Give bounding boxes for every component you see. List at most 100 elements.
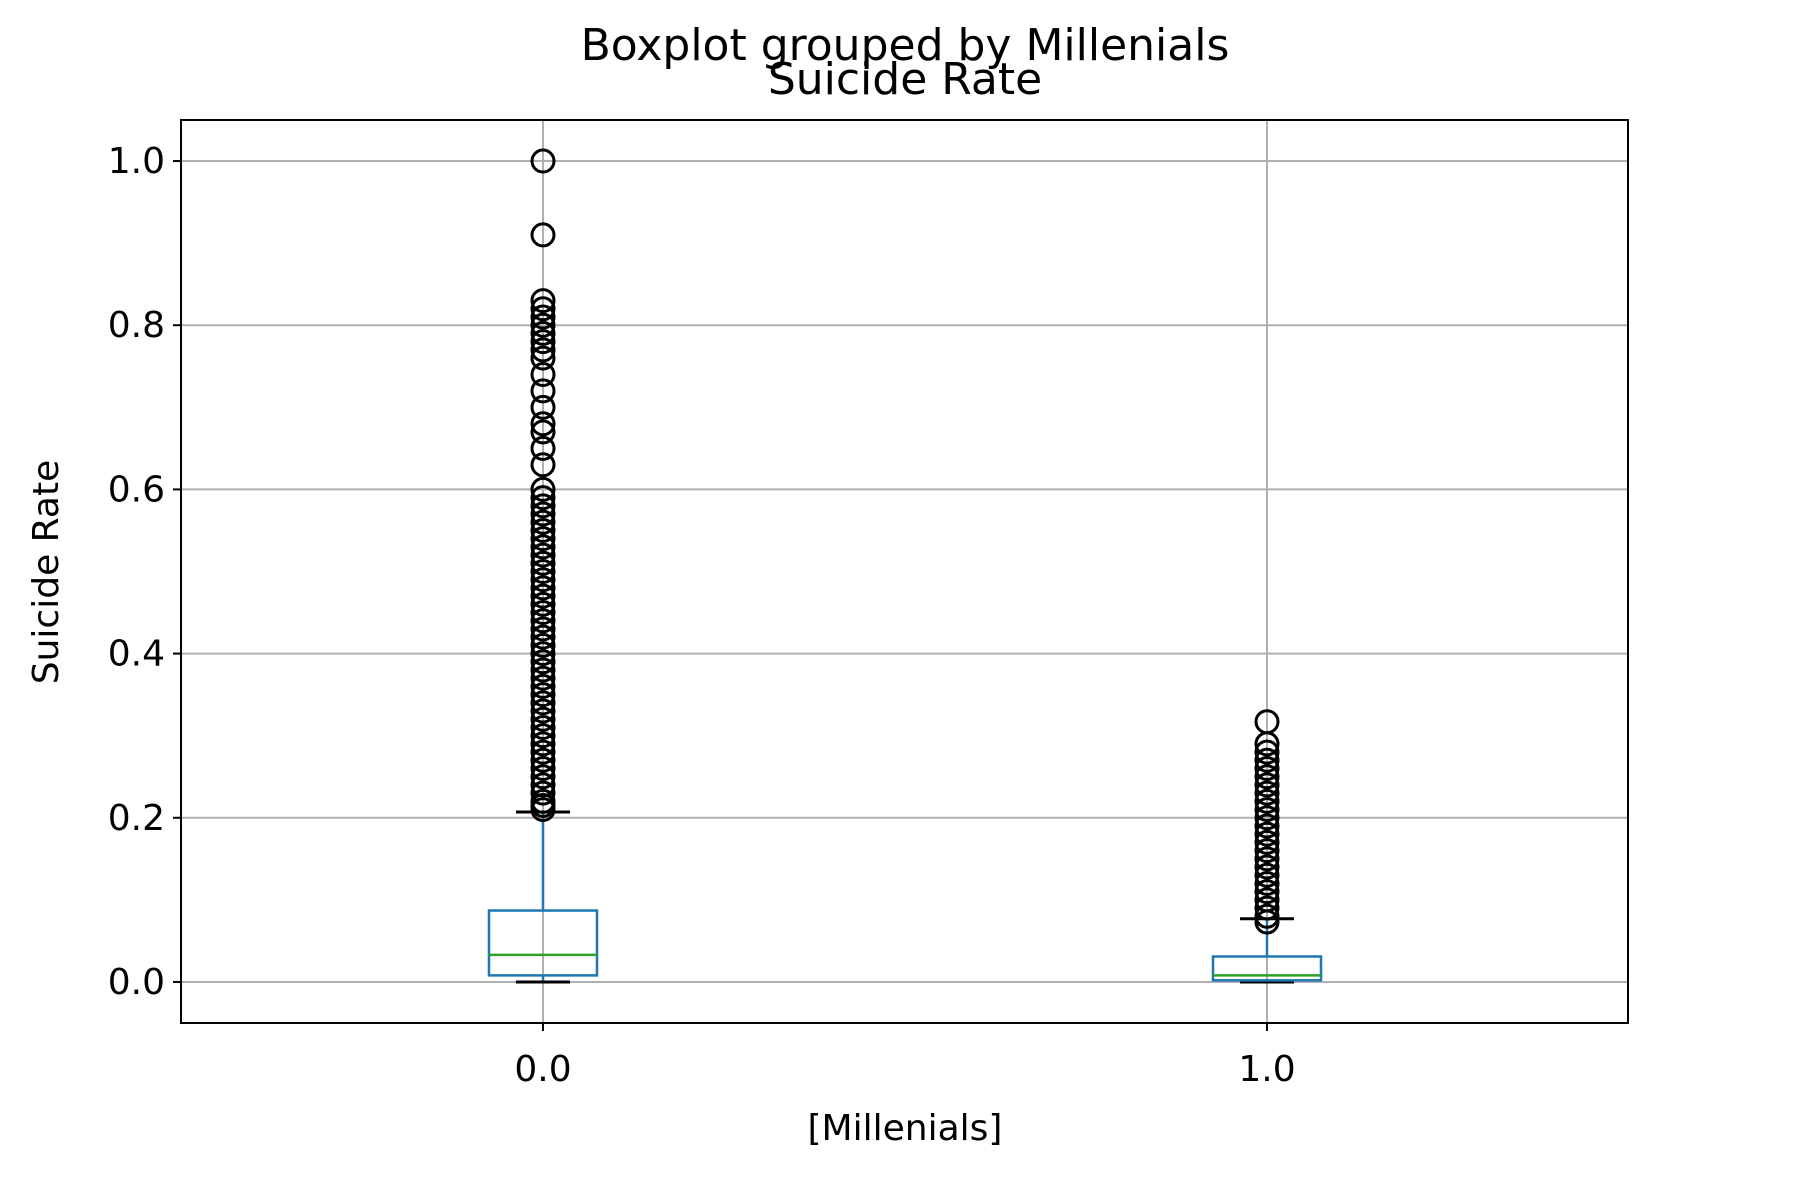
outlier-point <box>1254 788 1280 814</box>
outlier-point <box>530 649 556 675</box>
outlier-point <box>530 608 556 634</box>
outlier-point <box>530 673 556 699</box>
outlier-point <box>530 698 556 724</box>
y-axis-ticks: 0.0 0.2 0.4 0.6 0.8 1.0 <box>108 141 181 1003</box>
outlier-point <box>530 706 556 732</box>
outlier-point <box>530 739 556 765</box>
outlier-point <box>530 304 556 330</box>
outlier-point <box>530 345 556 371</box>
outlier-point <box>530 288 556 314</box>
x-tick-label: 1.0 <box>1238 1049 1295 1090</box>
chart-title: Suicide Rate <box>768 54 1042 105</box>
x-tick-label: 0.0 <box>514 1049 571 1090</box>
outlier-point <box>530 485 556 511</box>
outlier-point <box>530 361 556 387</box>
outlier-point <box>1254 747 1280 773</box>
outlier-point <box>1254 797 1280 823</box>
outlier-point <box>530 682 556 708</box>
outlier-point <box>530 452 556 478</box>
box-group-0.0 <box>487 148 599 984</box>
outlier-point <box>530 148 556 174</box>
outlier-point <box>530 337 556 363</box>
outlier-point <box>1254 879 1280 905</box>
outlier-point <box>530 411 556 437</box>
outlier-point <box>530 780 556 806</box>
outlier-point <box>1254 838 1280 864</box>
plot-frame <box>180 119 1629 1024</box>
outlier-point <box>1254 829 1280 855</box>
outlier-point <box>530 665 556 691</box>
outlier-point <box>530 657 556 683</box>
x-axis-label: [Millenials] <box>808 1108 1003 1149</box>
outlier-point <box>1254 805 1280 831</box>
outlier-point <box>530 419 556 445</box>
iqr-box <box>487 909 599 977</box>
chart-suptitle: Boxplot grouped by Millenials <box>581 20 1230 71</box>
outlier-point <box>530 378 556 404</box>
outlier-point <box>530 632 556 658</box>
outlier-point <box>530 616 556 642</box>
outlier-point <box>1254 756 1280 782</box>
outlier-point <box>530 501 556 527</box>
box-group-1.0 <box>1211 709 1323 984</box>
outlier-point <box>1254 854 1280 880</box>
outlier-point <box>530 559 556 584</box>
outlier-point <box>530 517 556 543</box>
y-tick-label: 0.6 <box>108 469 165 510</box>
outlier-point <box>1254 846 1280 872</box>
outlier-point <box>530 493 556 519</box>
outlier-point <box>530 435 556 461</box>
outlier-point <box>1254 709 1280 735</box>
grid-lines <box>181 120 1628 1023</box>
y-tick-label: 0.0 <box>108 962 165 1003</box>
outlier-point <box>530 542 556 568</box>
outlier-point <box>530 320 556 346</box>
outlier-point <box>530 534 556 560</box>
outlier-point <box>530 575 556 601</box>
outlier-point <box>530 624 556 650</box>
outlier-point <box>1254 862 1280 888</box>
outlier-point <box>530 788 556 814</box>
outlier-point <box>530 747 556 773</box>
y-tick-label: 1.0 <box>108 141 165 182</box>
outlier-point <box>530 641 556 667</box>
outlier-point <box>1254 870 1280 896</box>
plot-area <box>487 148 1323 984</box>
outlier-point <box>530 526 556 552</box>
outlier-point <box>1254 764 1280 790</box>
outlier-point <box>530 222 556 248</box>
outlier-point <box>530 764 556 790</box>
outlier-point <box>530 600 556 626</box>
y-tick-label: 0.2 <box>108 798 165 839</box>
outlier-point <box>530 756 556 782</box>
outlier-point <box>530 714 556 740</box>
outlier-point <box>1254 895 1280 921</box>
x-axis-ticks: 0.0 1.0 <box>514 1023 1296 1090</box>
outlier-point <box>530 772 556 798</box>
outlier-point <box>530 731 556 757</box>
iqr-box <box>1211 955 1323 982</box>
outlier-point <box>530 567 556 593</box>
outlier-point <box>530 394 556 420</box>
y-tick-label: 0.4 <box>108 634 165 675</box>
outlier-point <box>530 690 556 716</box>
outlier-point <box>530 509 556 535</box>
outlier-point <box>530 329 556 355</box>
outlier-point <box>530 591 556 617</box>
y-axis-label: Suicide Rate <box>26 460 67 684</box>
outlier-point <box>530 583 556 609</box>
outlier-point <box>1254 772 1280 798</box>
y-tick-label: 0.8 <box>108 305 165 346</box>
outlier-point <box>1254 813 1280 839</box>
outlier-point <box>1254 780 1280 806</box>
outlier-point <box>530 312 556 338</box>
outlier-point <box>530 550 556 576</box>
outlier-point <box>1254 903 1280 929</box>
outlier-point <box>530 723 556 749</box>
outlier-point <box>530 296 556 322</box>
outlier-point <box>1254 887 1280 913</box>
outlier-point <box>1254 739 1280 765</box>
outlier-point <box>530 476 556 502</box>
outlier-point <box>1254 821 1280 847</box>
